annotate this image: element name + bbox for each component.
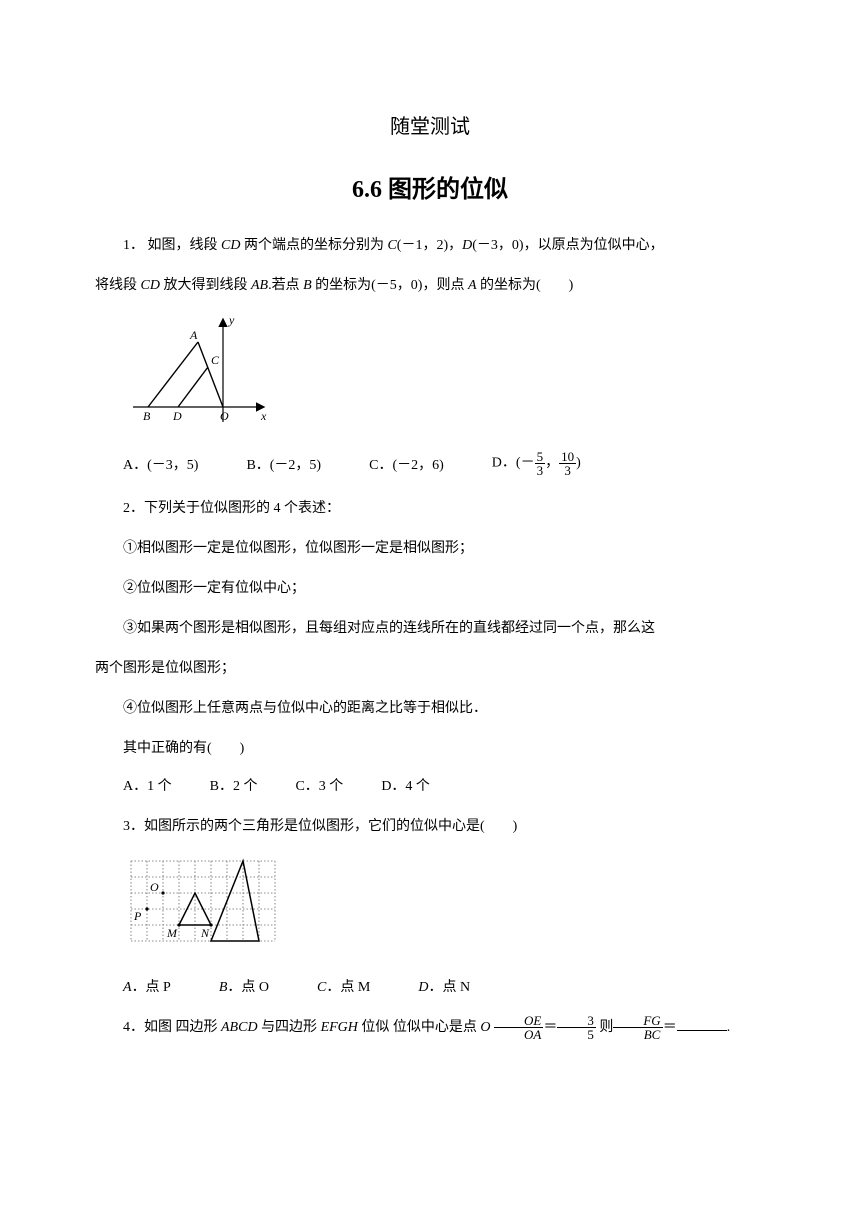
q2-stem: 2．下列关于位似图形的 4 个表述： [95, 495, 765, 523]
q3-grid-diagram: O P M N [123, 853, 288, 958]
page-pretitle: 随堂测试 [95, 110, 765, 139]
pt-d: D [172, 409, 182, 423]
q1-c-label: C [387, 238, 396, 253]
axis-x-label: x [260, 409, 267, 423]
o: O [480, 1020, 490, 1035]
axis-y-label: y [228, 313, 235, 327]
lbl: D [418, 980, 428, 995]
pt-n: N [200, 926, 210, 940]
txt: 4．如图 四边形 [123, 1020, 221, 1035]
q1-opt-c: C．(－2，6) [369, 454, 444, 474]
txt: 则 [596, 1020, 614, 1035]
txt: 位似 位似中心是点 [358, 1020, 481, 1035]
q1-text: 1． 如图，线段 [123, 238, 221, 253]
pt-c: C [211, 353, 220, 367]
pt-p: P [133, 909, 142, 923]
q1-opt-b: B．(－2，5) [246, 454, 321, 474]
q2-opt-b: B．2 个 [210, 775, 258, 795]
q2-opt-d: D．4 个 [381, 775, 430, 795]
q1-ab: AB [251, 278, 268, 293]
q1-opt-d-mid: ， [545, 456, 559, 471]
txt: ．点 M [326, 980, 370, 995]
lbl: C [317, 980, 326, 995]
q3-opt-c: C．点 M [317, 976, 370, 996]
q1-text: .若点 [268, 278, 303, 293]
q1-cd2: CD [141, 278, 160, 293]
q3-figure: O P M N [123, 853, 765, 958]
q3-opt-d: D．点 N [418, 976, 470, 996]
q1-opt-d-lp: (－ [516, 456, 535, 471]
q2-s4: ④位似图形上任意两点与位似中心的距离之比等于相似比． [95, 695, 765, 723]
q1-c-coords: (－1，2) [397, 238, 448, 253]
q3-stem: 3．如图所示的两个三角形是位似图形，它们的位似中心是( ) [95, 813, 765, 841]
pt-b: B [143, 409, 151, 423]
txt: ．点 O [227, 980, 269, 995]
num: 5 [535, 450, 546, 464]
q1-figure: x y O D B C A [123, 312, 765, 432]
q1-opt-a: A．(－3，5) [123, 454, 198, 474]
frac-10-3: 103 [559, 450, 576, 477]
den: BC [613, 1028, 662, 1041]
pt-a: A [189, 328, 198, 342]
q2-s1: ①相似图形一定是位似图形，位似图形一定是相似图形； [95, 535, 765, 563]
q1-text: 的坐标为( ) [477, 278, 574, 293]
txt: ．点 N [428, 980, 470, 995]
q1-opt-d: D．(－53，103) [492, 450, 581, 477]
q2-s2: ②位似图形一定有位似中心； [95, 575, 765, 603]
eq: ＝ [543, 1020, 557, 1035]
q1-d-coords: (－3，0) [472, 238, 523, 253]
period: . [727, 1020, 731, 1035]
lbl: A [123, 980, 132, 995]
q1-text: 将线段 [95, 278, 141, 293]
pt-o: O [150, 880, 159, 894]
frac-3-5: 35 [557, 1014, 596, 1041]
txt: 与四边形 [258, 1020, 321, 1035]
q1-text: ，以原点为位似中心， [524, 238, 664, 253]
q1-b: B [303, 278, 312, 293]
q1-line2: 将线段 CD 放大得到线段 AB.若点 B 的坐标为(－5，0)，则点 A 的坐… [95, 272, 765, 300]
q1-options: A．(－3，5) B．(－2，5) C．(－2，6) D．(－53，103) [123, 450, 765, 477]
q3-opt-a: A．点 P [123, 976, 171, 996]
q2-opt-c: C．3 个 [295, 775, 343, 795]
frac-fg-bc: FGBC [613, 1014, 662, 1041]
q3-options: A．点 P B．点 O C．点 M D．点 N [123, 976, 765, 996]
q2-s3b: 两个图形是位似图形； [95, 655, 765, 683]
q2-options: A．1 个 B．2 个 C．3 个 D．4 个 [123, 775, 765, 795]
abcd: ABCD [221, 1020, 258, 1035]
num: OE [494, 1014, 543, 1028]
q1-text: 的坐标为(－5，0)，则点 [312, 278, 468, 293]
page-title: 6.6 图形的位似 [95, 169, 765, 204]
frac-5-3: 53 [535, 450, 546, 477]
q2-opt-a: A．1 个 [123, 775, 172, 795]
q1-sep: ， [448, 238, 462, 253]
den: 5 [557, 1028, 596, 1041]
eq2: ＝ [663, 1020, 677, 1035]
txt: ．点 P [132, 980, 171, 995]
den: 3 [559, 464, 576, 477]
q2-s3a: ③如果两个图形是相似图形，且每组对应点的连线所在的直线都经过同一个点，那么这 [95, 615, 765, 643]
frac-oe-oa: OEOA [494, 1014, 543, 1041]
q1-a: A [468, 278, 477, 293]
num: 3 [557, 1014, 596, 1028]
q1-opt-d-prefix: D． [492, 456, 516, 471]
q1-d-label: D [462, 238, 472, 253]
num: FG [613, 1014, 662, 1028]
q1-cd: CD [221, 238, 240, 253]
efgh: EFGH [321, 1020, 358, 1035]
q1-opt-d-rp: ) [576, 456, 581, 471]
q4-stem: 4．如图 四边形 ABCD 与四边形 EFGH 位似 位似中心是点 O OEOA… [95, 1014, 765, 1042]
den: OA [494, 1028, 543, 1041]
pt-o: O [220, 409, 229, 423]
q1-text: 两个端点的坐标分别为 [240, 238, 387, 253]
den: 3 [535, 464, 546, 477]
q3-opt-b: B．点 O [219, 976, 269, 996]
q1-coord-diagram: x y O D B C A [123, 312, 273, 432]
worksheet-page: 随堂测试 6.6 图形的位似 1． 如图，线段 CD 两个端点的坐标分别为 C(… [0, 0, 860, 1114]
q1-line1: 1． 如图，线段 CD 两个端点的坐标分别为 C(－1，2)，D(－3，0)，以… [95, 232, 765, 260]
num: 10 [559, 450, 576, 464]
pt-m: M [166, 926, 178, 940]
q1-text: 放大得到线段 [160, 278, 251, 293]
q2-ask: 其中正确的有( ) [95, 735, 765, 763]
answer-blank[interactable] [677, 1017, 727, 1031]
